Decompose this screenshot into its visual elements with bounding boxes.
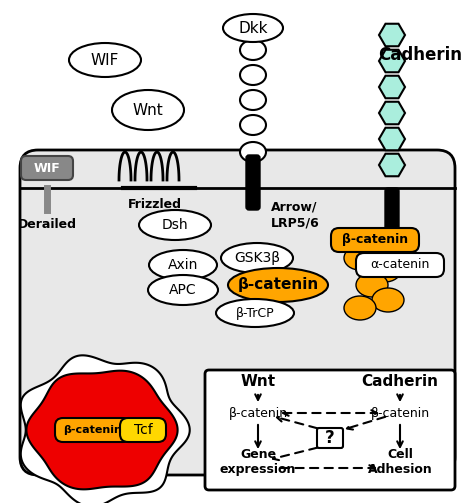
Text: Dsh: Dsh xyxy=(162,218,188,232)
Ellipse shape xyxy=(221,243,293,273)
Text: Cell
Adhesion: Cell Adhesion xyxy=(368,448,432,476)
Text: Arrow/
LRP5/6: Arrow/ LRP5/6 xyxy=(271,201,320,229)
Ellipse shape xyxy=(216,299,294,327)
Ellipse shape xyxy=(372,288,404,312)
Ellipse shape xyxy=(240,65,266,85)
Ellipse shape xyxy=(223,14,283,42)
Text: β-catenin: β-catenin xyxy=(342,233,408,246)
Ellipse shape xyxy=(149,250,217,280)
Text: Dkk: Dkk xyxy=(238,21,268,36)
FancyBboxPatch shape xyxy=(120,418,166,442)
Text: Cadherin: Cadherin xyxy=(362,375,438,389)
Text: Cadherin: Cadherin xyxy=(378,46,462,64)
Text: Frizzled: Frizzled xyxy=(128,199,182,211)
Text: WIF: WIF xyxy=(91,52,119,67)
Ellipse shape xyxy=(69,43,141,77)
FancyBboxPatch shape xyxy=(331,228,419,252)
Text: WIF: WIF xyxy=(34,161,60,175)
Ellipse shape xyxy=(240,142,266,162)
Text: GSK3β: GSK3β xyxy=(234,251,280,265)
Text: β-catenin: β-catenin xyxy=(228,406,288,420)
Polygon shape xyxy=(27,371,178,489)
Ellipse shape xyxy=(344,296,376,320)
Text: α-catenin: α-catenin xyxy=(370,259,430,272)
Ellipse shape xyxy=(139,210,211,240)
FancyBboxPatch shape xyxy=(21,156,73,180)
Polygon shape xyxy=(21,355,190,503)
FancyBboxPatch shape xyxy=(20,150,455,475)
Text: β-catenin: β-catenin xyxy=(64,425,122,435)
Text: Derailed: Derailed xyxy=(18,218,76,231)
Text: Wnt: Wnt xyxy=(240,375,275,389)
Ellipse shape xyxy=(356,273,388,297)
FancyBboxPatch shape xyxy=(356,253,444,277)
FancyBboxPatch shape xyxy=(55,418,131,442)
Text: β-TrCP: β-TrCP xyxy=(236,306,274,319)
Text: β-catenin: β-catenin xyxy=(237,278,319,293)
Ellipse shape xyxy=(240,115,266,135)
FancyBboxPatch shape xyxy=(205,370,455,490)
Ellipse shape xyxy=(344,246,376,270)
FancyBboxPatch shape xyxy=(385,188,399,238)
Text: Wnt: Wnt xyxy=(133,103,164,118)
Text: APC: APC xyxy=(169,283,197,297)
FancyBboxPatch shape xyxy=(246,155,260,210)
Ellipse shape xyxy=(228,268,328,302)
FancyBboxPatch shape xyxy=(317,428,343,448)
Text: Gene
expression: Gene expression xyxy=(220,448,296,476)
Ellipse shape xyxy=(240,40,266,60)
Text: ?: ? xyxy=(325,429,335,447)
Text: Axin: Axin xyxy=(168,258,198,272)
Ellipse shape xyxy=(369,258,401,282)
Text: β-catenin: β-catenin xyxy=(371,406,429,420)
Ellipse shape xyxy=(240,90,266,110)
Text: Tcf: Tcf xyxy=(134,423,152,437)
Ellipse shape xyxy=(148,275,218,305)
Ellipse shape xyxy=(112,90,184,130)
